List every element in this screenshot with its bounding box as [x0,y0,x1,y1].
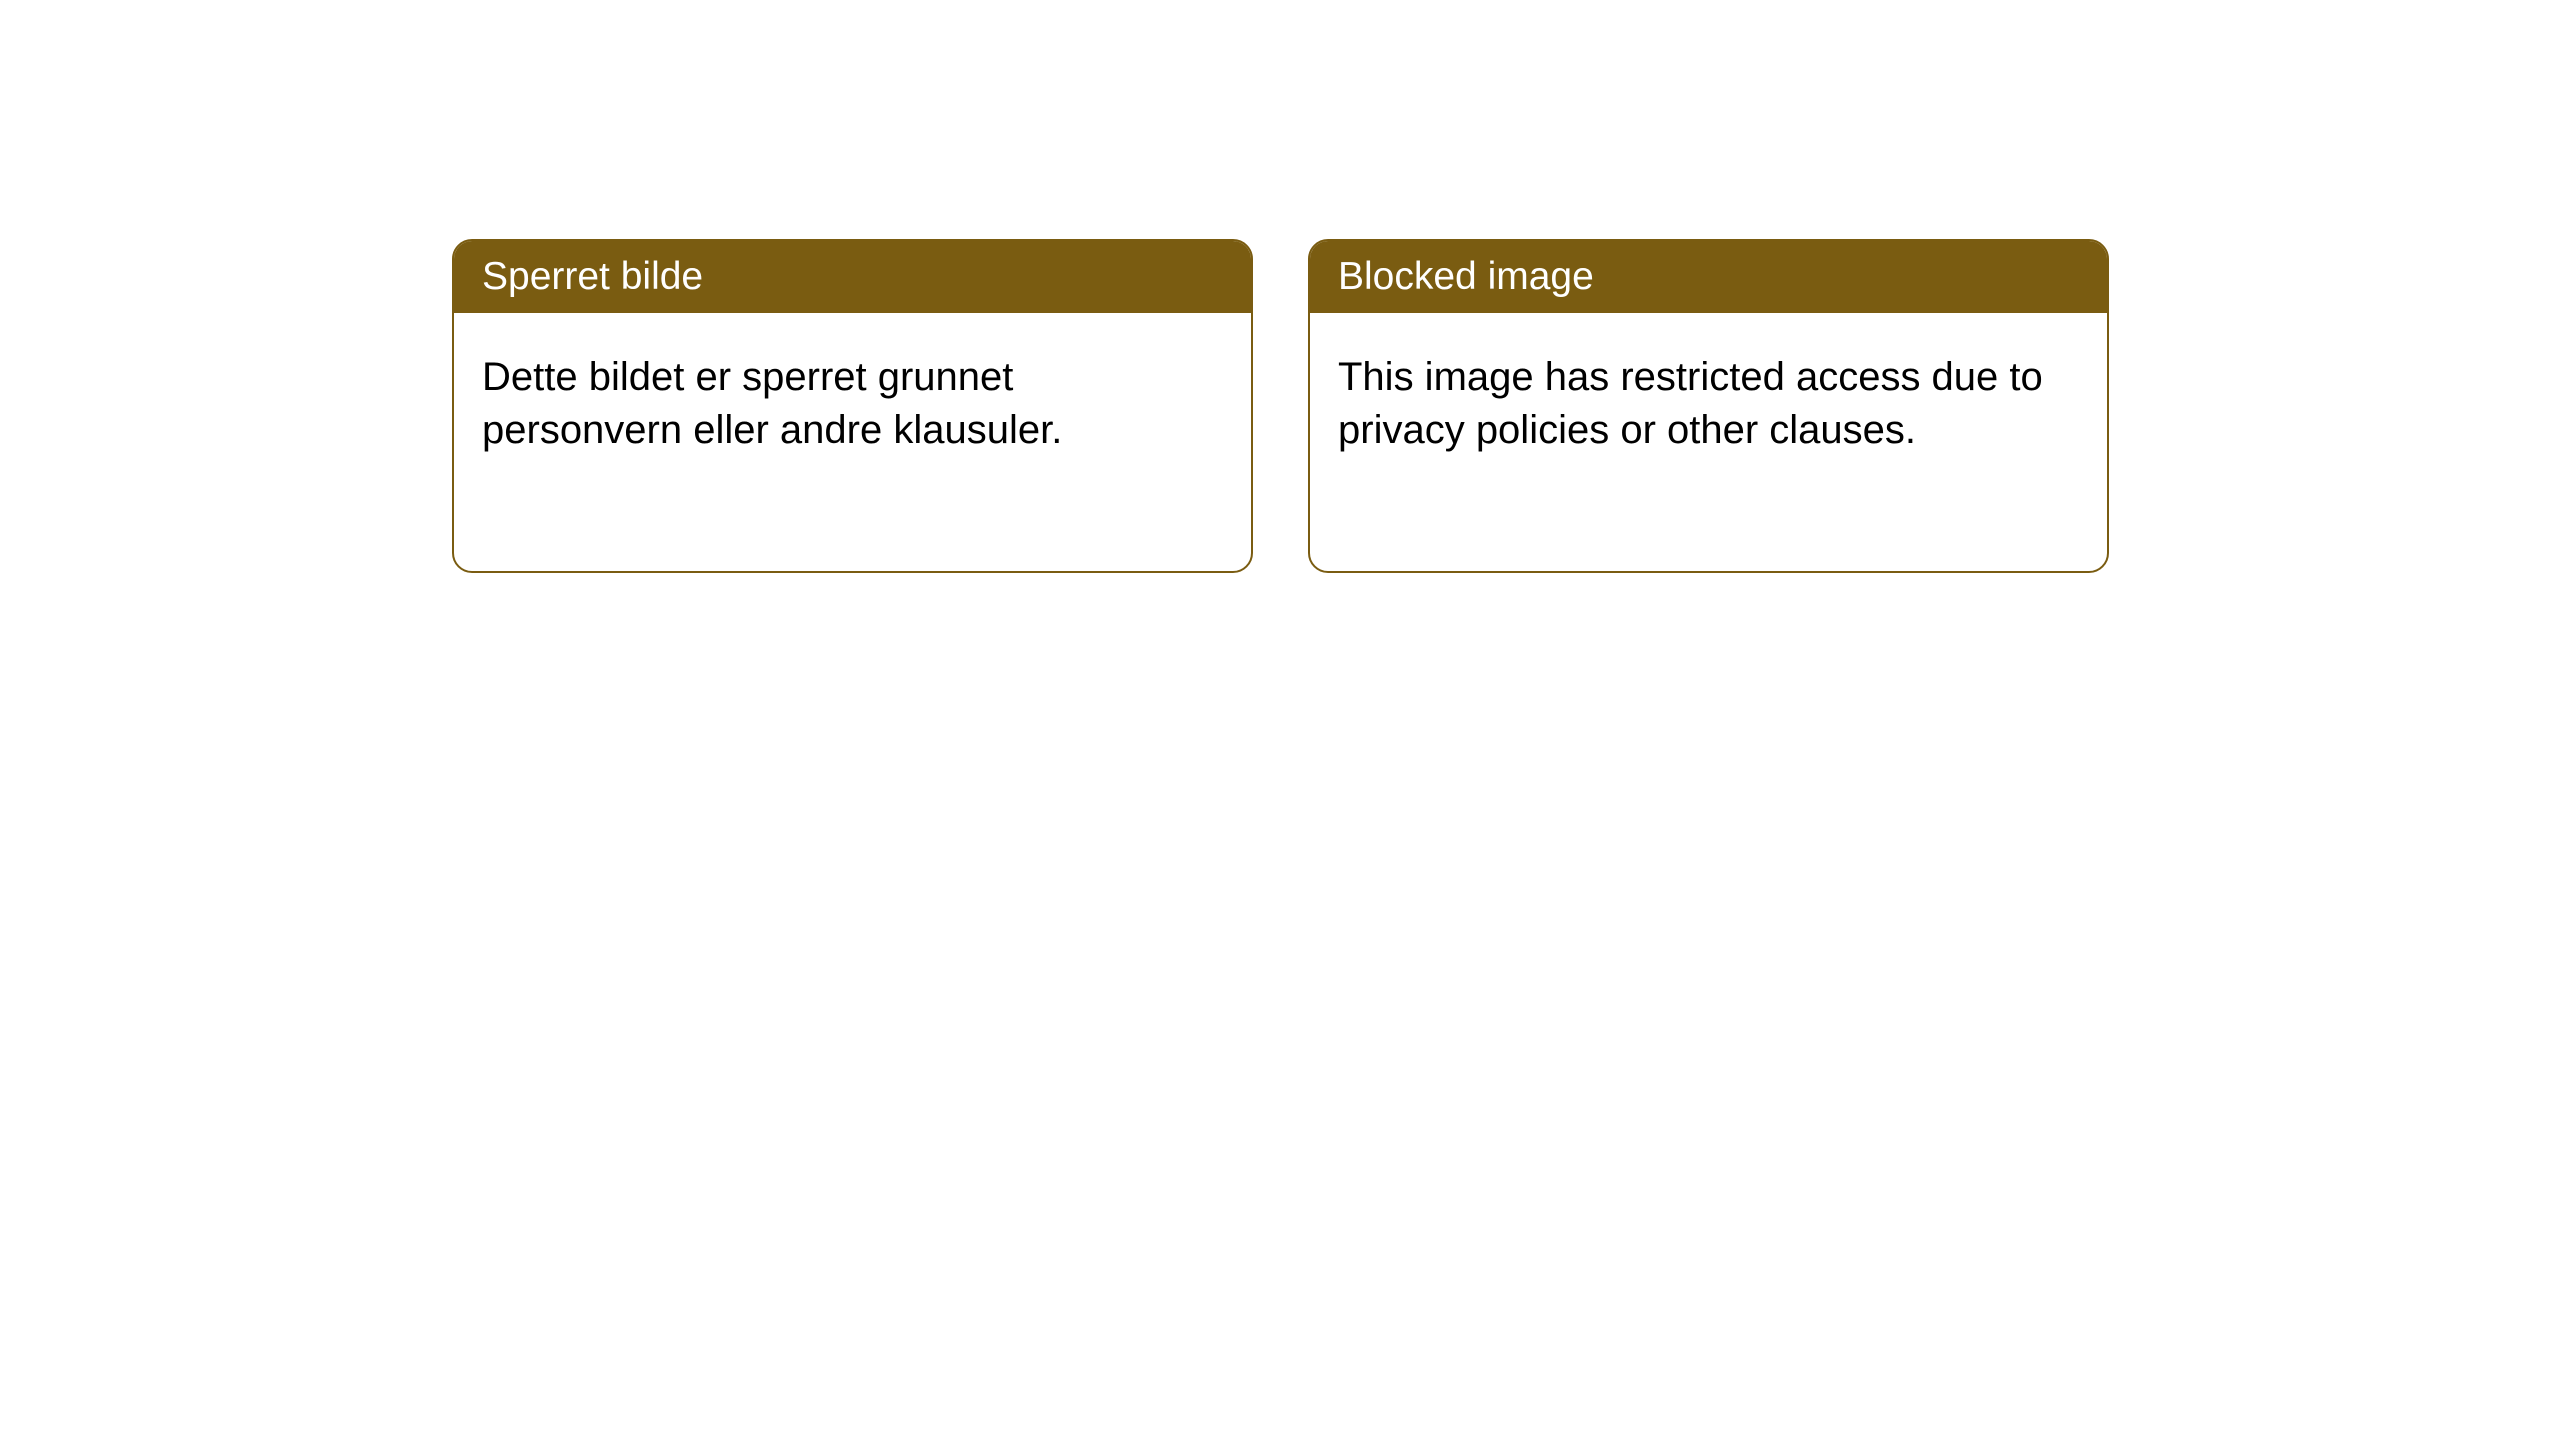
notice-card-english: Blocked image This image has restricted … [1308,239,2109,573]
notice-title-english: Blocked image [1310,241,2107,313]
notice-card-norwegian: Sperret bilde Dette bildet er sperret gr… [452,239,1253,573]
notice-body-english: This image has restricted access due to … [1310,313,2107,495]
notice-container: Sperret bilde Dette bildet er sperret gr… [452,239,2109,573]
notice-body-norwegian: Dette bildet er sperret grunnet personve… [454,313,1251,495]
notice-title-norwegian: Sperret bilde [454,241,1251,313]
